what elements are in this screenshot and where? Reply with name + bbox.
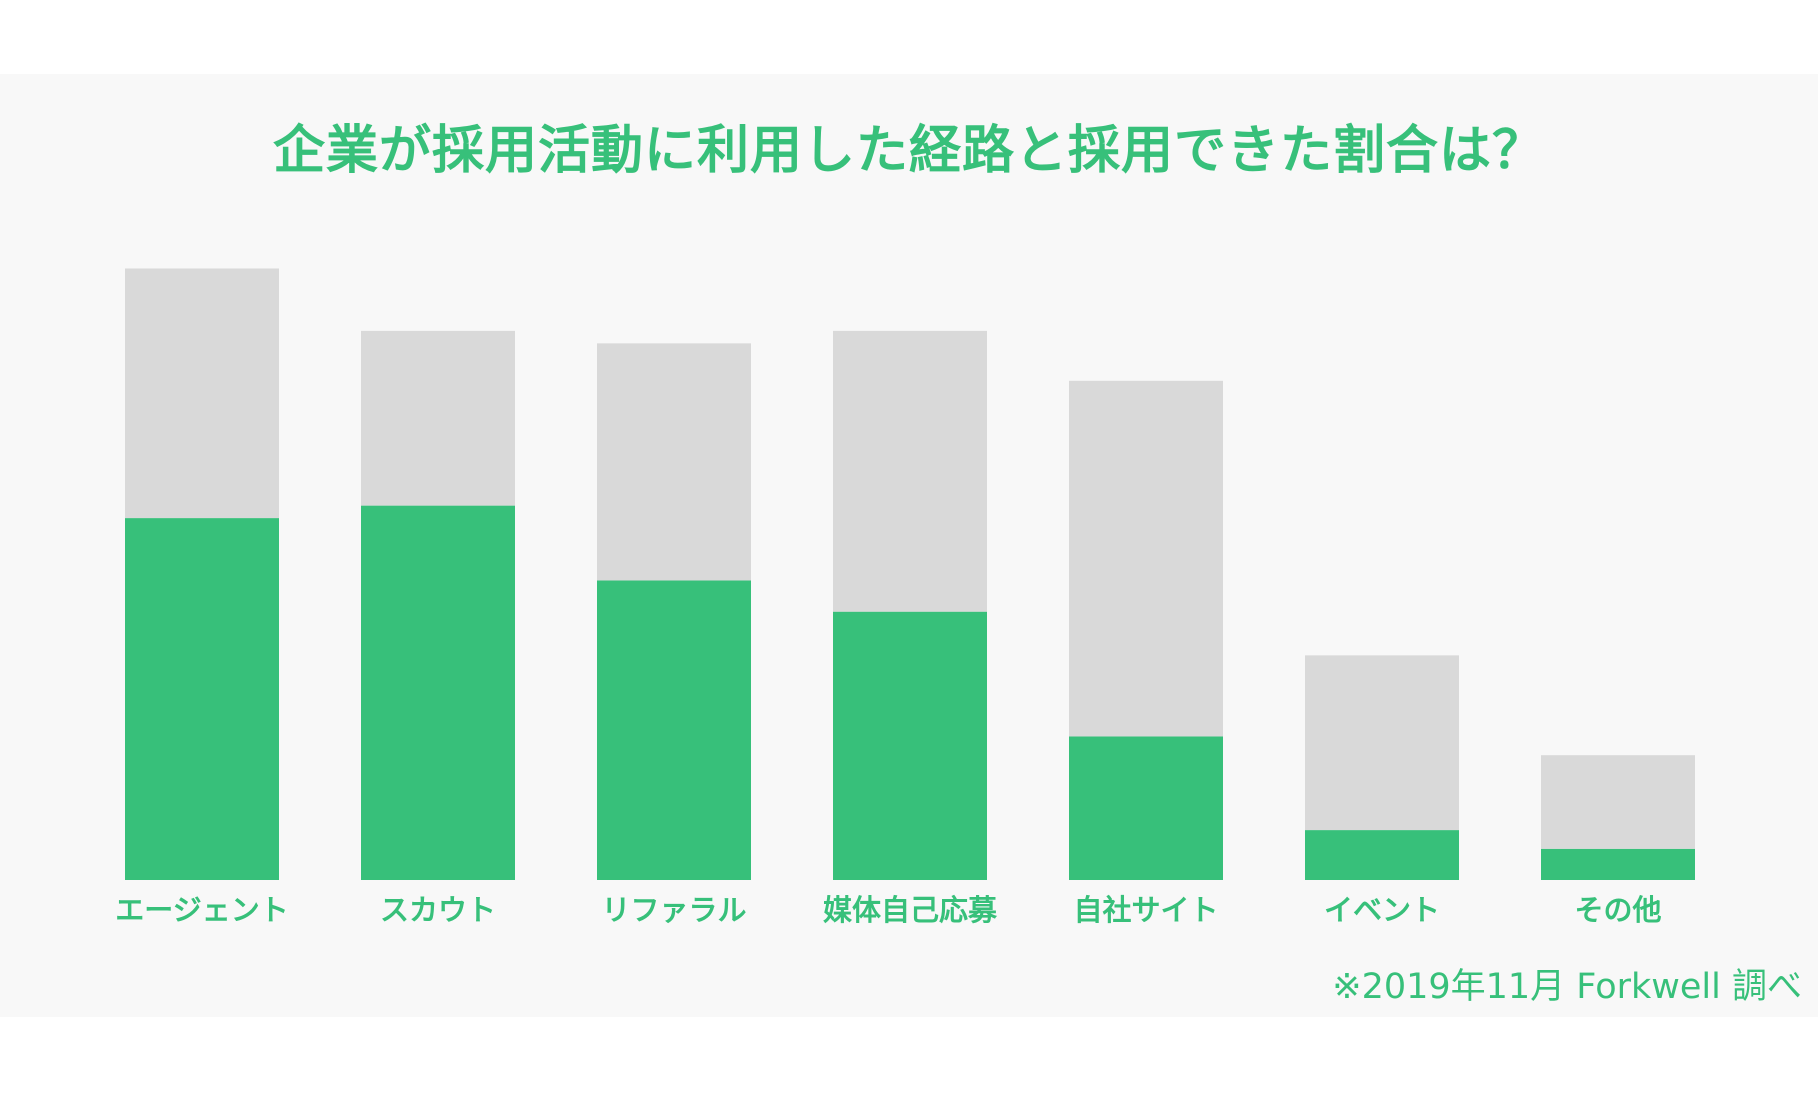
source-note: ※2019年11月 Forkwell 調べ [1332,967,1802,1007]
category-label: エージェント [115,893,288,927]
bar-hired-6 [1305,830,1459,880]
bar-used-4 [833,330,987,612]
bar-used-1 [125,268,279,519]
category-label: スカウト [380,893,496,927]
category-label: 自社サイト [1073,893,1218,927]
chart-title: 企業が採用活動に利用した経路と採用できた割合は？ [272,121,1545,181]
bar-used-7 [1541,755,1695,849]
category-label: イベント [1324,893,1440,927]
bar-hired-2 [361,505,515,880]
bar-hired-3 [597,580,751,880]
bar-hired-7 [1541,848,1695,880]
bar-used-6 [1305,655,1459,831]
bar-used-2 [361,330,515,506]
bar-hired-4 [833,611,987,880]
category-label: その他 [1574,893,1661,927]
category-label: リファラル [601,893,746,927]
bar-hired-1 [125,518,279,880]
bar-used-5 [1069,380,1223,737]
bar-hired-5 [1069,736,1223,880]
category-label: 媒体自己応募 [823,893,998,927]
bar-used-3 [597,343,751,581]
